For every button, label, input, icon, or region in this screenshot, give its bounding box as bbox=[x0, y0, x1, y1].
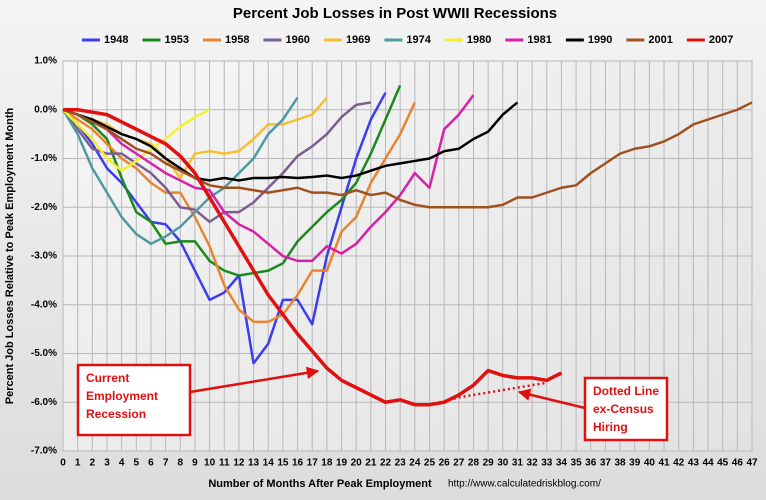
x-tick-label: 39 bbox=[629, 458, 641, 469]
x-tick-label: 29 bbox=[483, 458, 495, 469]
x-tick-label: 0 bbox=[60, 458, 66, 469]
x-axis-title: Number of Months After Peak Employment bbox=[208, 478, 432, 490]
annotation-text: ex-Census bbox=[593, 402, 654, 416]
x-tick-label: 12 bbox=[233, 458, 245, 469]
series-line bbox=[62, 94, 475, 263]
legend-label: 1960 bbox=[285, 34, 309, 46]
y-tick-label: 1.0% bbox=[34, 56, 57, 67]
x-tick-label: 32 bbox=[527, 458, 539, 469]
x-tick-label: 10 bbox=[204, 458, 216, 469]
x-tick-label: 43 bbox=[688, 458, 700, 469]
x-tick-label: 33 bbox=[541, 458, 553, 469]
legend-label: 1953 bbox=[164, 34, 188, 46]
x-tick-label: 40 bbox=[644, 458, 656, 469]
annotation-text: Hiring bbox=[593, 420, 628, 434]
y-tick-label: 0.0% bbox=[34, 104, 57, 115]
x-tick-label: 13 bbox=[248, 458, 260, 469]
legend-label: 1948 bbox=[104, 34, 128, 46]
legend: 1948 1953 1958 1960 1969 1974 1980 1981 1990 2001… bbox=[82, 34, 733, 46]
series-line bbox=[62, 101, 753, 209]
y-tick-label: -2.0% bbox=[31, 202, 57, 213]
annotation-text: Employment bbox=[86, 389, 158, 403]
dotted-line bbox=[429, 381, 547, 406]
legend-label: 1990 bbox=[588, 34, 612, 46]
y-tick-label: -3.0% bbox=[31, 251, 57, 262]
x-tick-label: 7 bbox=[163, 458, 169, 469]
y-tick-label: -5.0% bbox=[31, 348, 57, 359]
annotation-text: Recession bbox=[86, 407, 146, 421]
x-tick-label: 31 bbox=[512, 458, 524, 469]
x-tick-label: 46 bbox=[732, 458, 744, 469]
x-tick-label: 20 bbox=[351, 458, 363, 469]
x-tick-label: 25 bbox=[424, 458, 436, 469]
x-tick-label: 16 bbox=[292, 458, 304, 469]
annotations: Current Employment Recession Dotted Line ex-… bbox=[76, 363, 669, 442]
series-line bbox=[62, 92, 387, 365]
x-tick-label: 6 bbox=[148, 458, 154, 469]
series-line bbox=[62, 101, 372, 224]
x-tick-label: 44 bbox=[702, 458, 714, 469]
chart-title: Percent Job Losses in Post WWII Recessio… bbox=[233, 5, 557, 22]
x-tick-label: 30 bbox=[497, 458, 509, 469]
x-tick-label: 37 bbox=[600, 458, 612, 469]
x-tick-label: 5 bbox=[134, 458, 140, 469]
legend-label: 1969 bbox=[346, 34, 370, 46]
source: http://www.calculatedriskblog.com/ bbox=[448, 479, 601, 490]
annotation-box bbox=[76, 363, 192, 437]
x-tick-label: 23 bbox=[395, 458, 407, 469]
x-tick-label: 11 bbox=[219, 458, 230, 469]
x-tick-label: 9 bbox=[192, 458, 198, 469]
x-tick-label: 19 bbox=[336, 458, 348, 469]
x-tick-label: 36 bbox=[585, 458, 597, 469]
y-tick-label: -6.0% bbox=[31, 397, 57, 408]
x-tick-label: 38 bbox=[615, 458, 627, 469]
series-line bbox=[62, 108, 211, 172]
series-line bbox=[61, 96, 299, 246]
x-tick-label: 2 bbox=[90, 458, 96, 469]
x-tick-label: 15 bbox=[277, 458, 289, 469]
annotation-box bbox=[583, 376, 669, 442]
series-line bbox=[62, 101, 416, 324]
annotation-text: Dotted Line bbox=[593, 384, 659, 398]
x-tick-label: 14 bbox=[263, 458, 275, 469]
x-tick-label: 4 bbox=[119, 458, 125, 469]
series-line bbox=[62, 101, 519, 182]
legend-label: 2001 bbox=[648, 34, 672, 46]
x-tick-label: 35 bbox=[571, 458, 583, 469]
series-line bbox=[62, 96, 328, 180]
x-tick-label: 3 bbox=[104, 458, 110, 469]
x-tick-label: 17 bbox=[307, 458, 319, 469]
x-tick-label: 28 bbox=[468, 458, 480, 469]
y-tick-label: -4.0% bbox=[31, 299, 57, 310]
y-axis-title: Percent Job Losses Relative to Peak Empl… bbox=[4, 107, 16, 404]
x-tick-label: 34 bbox=[556, 458, 568, 469]
series-line bbox=[62, 84, 402, 277]
x-tick-label: 41 bbox=[658, 458, 670, 469]
series-line bbox=[63, 108, 563, 407]
legend-label: 1958 bbox=[225, 34, 249, 46]
x-tick-label: 1 bbox=[75, 458, 81, 469]
x-tick-label: 22 bbox=[380, 458, 392, 469]
legend-label: 2007 bbox=[709, 34, 733, 46]
x-tick-label: 27 bbox=[453, 458, 465, 469]
legend-label: 1974 bbox=[406, 34, 431, 46]
x-tick-label: 47 bbox=[746, 458, 758, 469]
y-tick-label: -1.0% bbox=[31, 153, 57, 164]
legend-label: 1980 bbox=[467, 34, 491, 46]
x-tick-label: 26 bbox=[439, 458, 451, 469]
annotation-arrow bbox=[189, 366, 320, 394]
legend-label: 1981 bbox=[527, 34, 551, 46]
x-tick-label: 42 bbox=[673, 458, 685, 469]
y-tick-label: -7.0% bbox=[31, 446, 57, 457]
annotation-arrow bbox=[517, 388, 586, 410]
lines bbox=[61, 84, 753, 407]
annotation-text: Current bbox=[86, 371, 129, 385]
x-tick-label: 18 bbox=[321, 458, 333, 469]
x-tick-label: 21 bbox=[365, 458, 377, 469]
x-tick-label: 45 bbox=[717, 458, 729, 469]
x-tick-label: 8 bbox=[177, 458, 183, 469]
x-tick-label: 24 bbox=[409, 458, 421, 469]
